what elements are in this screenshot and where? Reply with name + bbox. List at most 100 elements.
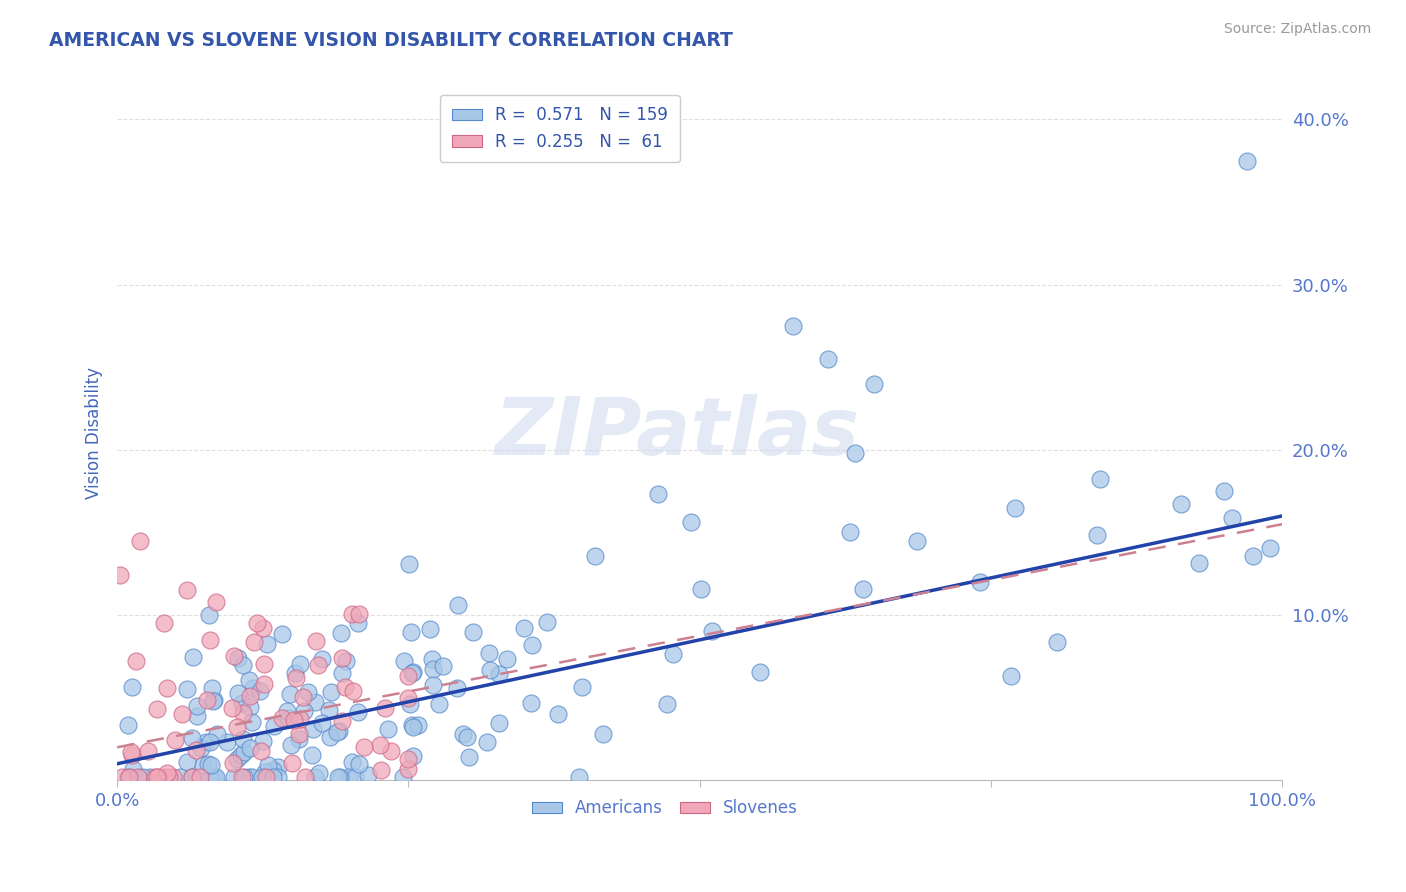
Point: [304, 770, 326, 784]
Point: [132, 770, 155, 784]
Point: [156, 681, 179, 696]
Point: [117, 718, 139, 732]
Point: [202, 770, 225, 784]
Point: [222, 649, 245, 664]
Point: [347, 757, 370, 772]
Point: [125, 655, 148, 669]
Point: [401, 666, 423, 681]
Point: [143, 770, 166, 784]
Point: [690, 582, 713, 596]
Point: [176, 682, 198, 697]
Point: [240, 770, 263, 784]
Point: [1085, 528, 1108, 542]
Point: [190, 741, 212, 756]
Point: [1236, 153, 1258, 168]
Point: [496, 652, 519, 666]
Point: [111, 770, 134, 784]
Point: [172, 706, 194, 721]
Point: [357, 768, 380, 782]
Point: [335, 654, 357, 668]
Point: [422, 662, 444, 676]
Point: [655, 698, 678, 712]
Point: [647, 487, 669, 501]
Point: [256, 757, 278, 772]
Point: [288, 732, 311, 747]
Point: [128, 770, 150, 784]
Point: [292, 690, 315, 704]
Point: [277, 710, 299, 724]
Point: [197, 607, 219, 622]
Point: [250, 770, 273, 784]
Point: [346, 706, 368, 720]
Point: [520, 696, 543, 710]
Point: [422, 678, 444, 692]
Point: [419, 622, 441, 636]
Point: [117, 770, 139, 784]
Point: [536, 615, 558, 630]
Point: [254, 770, 277, 784]
Point: [340, 607, 363, 622]
Point: [297, 685, 319, 699]
Point: [278, 687, 301, 701]
Point: [326, 770, 349, 784]
Legend: Americans, Slovenes: Americans, Slovenes: [524, 793, 804, 824]
Point: [232, 745, 254, 759]
Point: [242, 681, 264, 695]
Point: [377, 722, 399, 736]
Point: [583, 549, 606, 564]
Point: [221, 701, 243, 715]
Point: [284, 665, 307, 680]
Point: [288, 727, 311, 741]
Point: [700, 624, 723, 638]
Point: [328, 723, 350, 738]
Point: [838, 524, 860, 539]
Point: [181, 650, 204, 665]
Point: [222, 770, 245, 784]
Point: [513, 621, 536, 635]
Point: [256, 636, 278, 650]
Point: [547, 707, 569, 722]
Point: [217, 735, 239, 749]
Point: [662, 648, 685, 662]
Point: [458, 750, 481, 764]
Point: [181, 731, 204, 745]
Point: [446, 599, 468, 613]
Point: [305, 634, 328, 648]
Point: [121, 770, 143, 784]
Point: [353, 739, 375, 754]
Point: [1004, 500, 1026, 515]
Point: [263, 719, 285, 733]
Point: [311, 716, 333, 731]
Point: [432, 658, 454, 673]
Point: [222, 756, 245, 771]
Point: [252, 621, 274, 635]
Point: [392, 770, 415, 784]
Point: [398, 751, 420, 765]
Point: [402, 665, 425, 679]
Point: [522, 639, 544, 653]
Point: [571, 681, 593, 695]
Point: [176, 755, 198, 769]
Point: [254, 770, 277, 784]
Point: [1090, 472, 1112, 486]
Point: [121, 748, 143, 763]
Point: [347, 607, 370, 622]
Point: [195, 693, 218, 707]
Point: [186, 699, 208, 714]
Point: [488, 667, 510, 681]
Point: [181, 770, 204, 784]
Point: [326, 724, 349, 739]
Point: [146, 770, 169, 784]
Point: [239, 741, 262, 756]
Point: [253, 764, 276, 779]
Point: [329, 770, 352, 784]
Point: [398, 690, 420, 705]
Point: [246, 616, 269, 631]
Point: [197, 757, 219, 772]
Point: [283, 713, 305, 727]
Point: [226, 686, 249, 700]
Point: [301, 748, 323, 763]
Point: [330, 626, 353, 640]
Point: [127, 770, 149, 784]
Point: [202, 692, 225, 706]
